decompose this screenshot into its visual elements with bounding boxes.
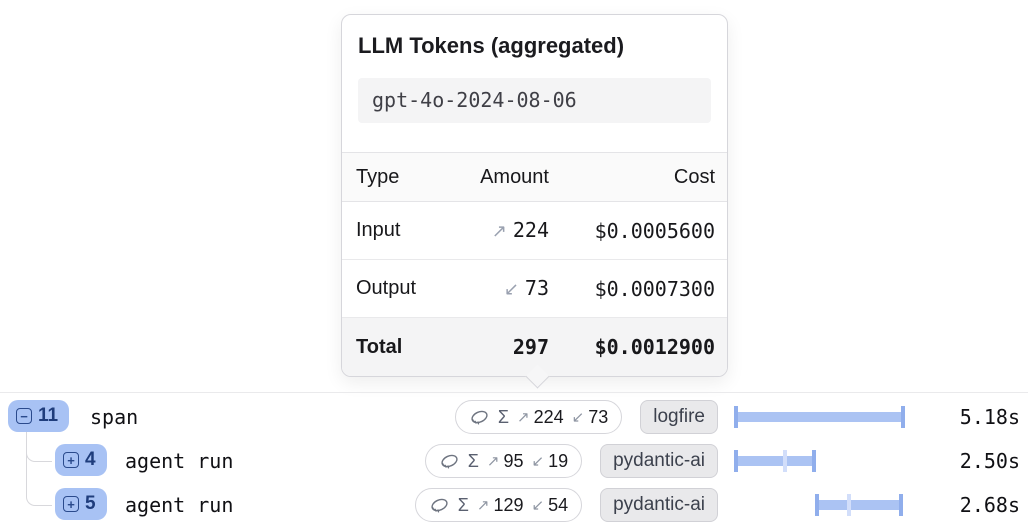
- duration-label: 5.18s: [959, 405, 1020, 429]
- duration-bar[interactable]: [734, 399, 905, 435]
- duration-bar-band: [815, 500, 903, 510]
- scope-tag[interactable]: pydantic-ai: [600, 488, 718, 522]
- token-usage-tooltip: LLM Tokens (aggregated) gpt-4o-2024-08-0…: [341, 14, 728, 389]
- scope-tag[interactable]: pydantic-ai: [600, 444, 718, 478]
- header-amount: Amount: [480, 165, 549, 188]
- output-token-count: 73: [588, 406, 609, 427]
- sum-icon: Σ: [467, 450, 479, 471]
- header-type: Type: [356, 165, 400, 188]
- arrow-down-left-icon: ↙: [503, 279, 519, 299]
- token-table: Type Amount Cost Input ↗ 224 $0.0005600 O…: [342, 152, 727, 376]
- arrow-down-left-icon: ↙: [531, 453, 545, 470]
- sum-icon: Σ: [497, 406, 510, 427]
- duration-bar-cap: [812, 450, 816, 472]
- arrow-up-right-icon: ↗: [476, 497, 490, 514]
- trace-row-agent-run[interactable]: + 5 agent run Σ ↗ 129 ↙ 54 pydantic-ai 2…: [0, 487, 1028, 523]
- child-count: 4: [85, 449, 96, 470]
- coin-icon: [471, 410, 488, 424]
- cost-value: $0.0012900: [594, 335, 715, 359]
- input-token-count: 95: [503, 450, 524, 471]
- output-token-count: 19: [548, 450, 569, 471]
- token-usage-pill[interactable]: Σ ↗ 95 ↙ 19: [424, 444, 583, 478]
- duration-bar[interactable]: [734, 443, 905, 479]
- expand-toggle[interactable]: + 4: [55, 444, 107, 476]
- span-name: span: [90, 405, 139, 429]
- coin-icon: [431, 498, 448, 512]
- expand-toggle[interactable]: + 5: [55, 488, 107, 520]
- child-count: 5: [85, 493, 96, 514]
- cost-value: $0.0007300: [594, 276, 715, 301]
- duration-label: 2.50s: [959, 449, 1020, 473]
- amount-value: 297: [512, 334, 549, 359]
- child-count: 11: [38, 405, 59, 426]
- span-name: agent run: [125, 493, 234, 517]
- span-name: agent run: [125, 449, 234, 473]
- token-table-header: Type Amount Cost: [342, 152, 727, 202]
- duration-bar-cap: [899, 494, 903, 516]
- coin-icon: [441, 454, 458, 468]
- output-token-count: 54: [548, 494, 569, 515]
- token-table-row-output: Output ↙ 73 $0.0007300: [342, 260, 727, 318]
- row-type-label: Total: [356, 335, 403, 358]
- trace-row-agent-run[interactable]: + 4 agent run Σ ↗ 95 ↙ 19 pydantic-ai 2.…: [0, 443, 1028, 479]
- minus-square-icon: −: [16, 408, 32, 424]
- arrow-down-left-icon: ↙: [531, 497, 545, 514]
- amount-value: 224: [512, 218, 549, 242]
- model-name: gpt-4o-2024-08-06: [358, 78, 711, 123]
- section-divider: [0, 392, 1028, 393]
- row-type-label: Input: [356, 219, 401, 241]
- header-cost: Cost: [673, 165, 715, 188]
- plus-square-icon: +: [63, 496, 79, 512]
- token-table-row-input: Input ↗ 224 $0.0005600: [342, 202, 727, 260]
- duration-bar[interactable]: [734, 487, 905, 523]
- duration-bar-tick: [783, 450, 787, 472]
- tooltip-title: LLM Tokens (aggregated): [358, 33, 625, 58]
- token-usage-pill[interactable]: Σ ↗ 129 ↙ 54: [414, 488, 583, 522]
- scope-tag[interactable]: logfire: [640, 400, 718, 434]
- trace-row-span[interactable]: − 11 span Σ ↗ 224 ↙ 73 logfire 5.18s: [0, 399, 1028, 435]
- sum-icon: Σ: [457, 494, 469, 515]
- duration-bar-band: [734, 456, 816, 466]
- arrow-up-right-icon: ↗: [491, 221, 507, 241]
- arrow-up-right-icon: ↗: [486, 453, 500, 470]
- amount-value: 73: [524, 276, 549, 300]
- input-token-count: 224: [533, 406, 564, 427]
- row-type-label: Output: [356, 277, 417, 299]
- duration-bar-band: [734, 412, 905, 422]
- arrow-down-left-icon: ↙: [571, 409, 585, 426]
- duration-bar-tick: [847, 494, 851, 516]
- input-token-count: 129: [493, 494, 524, 515]
- arrow-up-right-icon: ↗: [517, 409, 530, 426]
- duration-bar-cap: [901, 406, 905, 428]
- tree-connector: [26, 431, 52, 506]
- token-usage-pill[interactable]: Σ ↗ 224 ↙ 73: [454, 400, 623, 434]
- cost-value: $0.0005600: [594, 218, 715, 243]
- duration-label: 2.68s: [959, 493, 1020, 517]
- duration-bar-cap: [815, 494, 819, 516]
- duration-bar-cap: [734, 406, 738, 428]
- plus-square-icon: +: [63, 452, 79, 468]
- duration-bar-cap: [734, 450, 738, 472]
- collapse-toggle[interactable]: − 11: [8, 400, 70, 432]
